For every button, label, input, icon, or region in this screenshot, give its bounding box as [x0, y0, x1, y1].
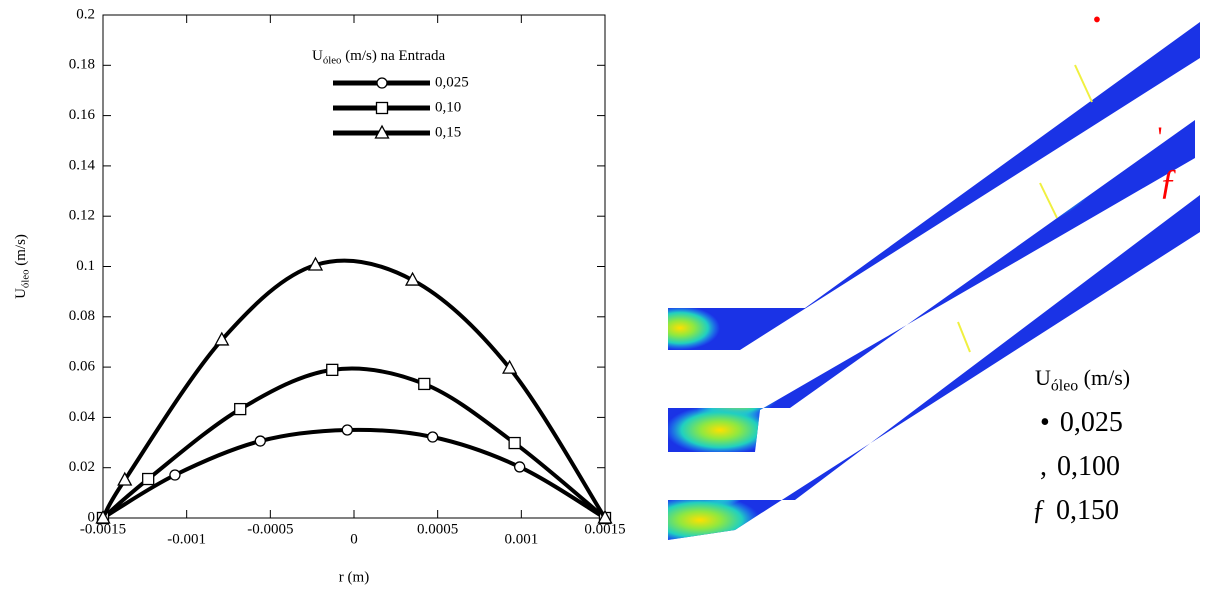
label-rest: (m/s) [1078, 365, 1130, 390]
marker [307, 256, 324, 271]
series-line [101, 258, 607, 520]
y-tick-label: 0.14 [69, 157, 96, 173]
legend-label: 0,15 [435, 124, 461, 140]
legend-symbol: • [1040, 407, 1050, 438]
label-main: U [13, 288, 29, 299]
y-tick-label: 0 [88, 509, 96, 525]
y-tick-label: 0.2 [76, 6, 95, 22]
figure-marker: ƒ [1159, 161, 1177, 201]
marker [341, 424, 353, 436]
x-tick-label: 0.0015 [584, 521, 625, 537]
series-line [101, 366, 607, 520]
legend-value: 0,025 [1060, 407, 1123, 438]
y-tick-label: 0.04 [69, 409, 96, 425]
marker [214, 331, 230, 346]
marker [234, 402, 247, 416]
label-sub: óleo [1051, 377, 1078, 394]
label-main: U [312, 48, 323, 64]
legend-symbol: , [1040, 451, 1047, 482]
contour-image [668, 22, 1200, 540]
marker [374, 124, 390, 139]
marker [375, 101, 389, 115]
x-tick-label: 0 [350, 531, 358, 547]
label-sub: óleo [20, 269, 32, 288]
legend-entry: • 0,025 [1040, 407, 1123, 438]
y-tick-label: 0.12 [69, 208, 95, 224]
label-sub: óleo [323, 55, 342, 67]
marker [142, 472, 155, 486]
marker [508, 436, 521, 450]
legend-value: 0,100 [1057, 451, 1120, 482]
subscript-label: Uóleo (m/s) na Entrada [312, 48, 445, 67]
marker [326, 363, 339, 377]
plot-frame [102, 14, 606, 519]
marker [95, 509, 111, 524]
y-tick-label: 0.08 [69, 308, 95, 324]
x-tick-label: 0.001 [504, 531, 538, 547]
marker [117, 471, 133, 486]
legend-entry: , 0,100 [1040, 451, 1120, 482]
legend-entry: ƒ 0,150 [1032, 495, 1119, 526]
marker [254, 435, 266, 447]
marker [418, 377, 431, 391]
figure-marker: • [1093, 8, 1101, 34]
marker [514, 461, 526, 473]
label-main: U [1035, 365, 1051, 390]
label-rest: (m/s) na Entrada [341, 48, 445, 64]
legend-label: 0,025 [435, 74, 469, 90]
figure-marker: ' [1157, 122, 1162, 153]
y-tick-label: 0.06 [69, 359, 96, 375]
marker [597, 509, 613, 524]
x-tick-label: -0.0005 [247, 521, 293, 537]
x-tick-label: -0.0015 [80, 521, 126, 537]
y-tick-label: 0.18 [69, 57, 95, 73]
marker [169, 469, 181, 481]
legend-value: 0,150 [1056, 495, 1119, 526]
x-tick-label: 0.0005 [417, 521, 458, 537]
marker [502, 359, 518, 374]
legend-symbol: ƒ [1032, 495, 1046, 526]
legend-label: 0,10 [435, 99, 461, 115]
x-axis-label: r (m) [339, 569, 369, 585]
y-tick-label: 0.16 [69, 107, 96, 123]
subscript-label: Uóleo (m/s) [13, 234, 32, 299]
marker [426, 431, 439, 443]
y-tick-label: 0.1 [76, 258, 95, 274]
marker [376, 77, 388, 89]
y-tick-label: 0.02 [69, 459, 95, 475]
marker [404, 271, 421, 286]
x-tick-label: -0.001 [167, 531, 206, 547]
label-rest: (m/s) [13, 234, 29, 269]
subscript-label: Uóleo (m/s) [1035, 365, 1130, 394]
